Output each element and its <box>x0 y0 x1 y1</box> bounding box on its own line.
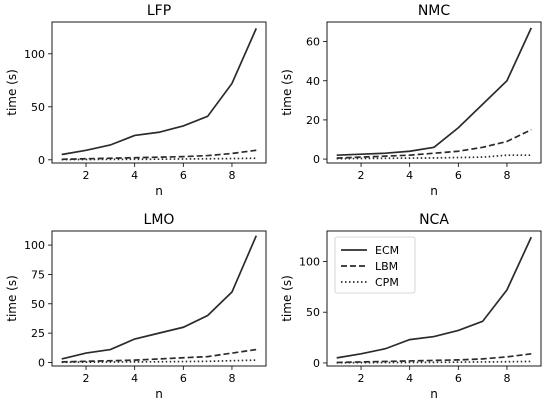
series-line-ecm <box>61 235 258 360</box>
legend-label-cpm: CPM <box>375 276 399 289</box>
y-tick-label: 50 <box>31 101 45 114</box>
y-tick-label: 0 <box>313 357 320 370</box>
x-tick-label: 2 <box>358 372 365 385</box>
y-tick-label: 25 <box>31 327 45 340</box>
series-line-cpm <box>336 154 532 160</box>
x-tick-label: 2 <box>83 372 90 385</box>
y-axis-label: time (s) <box>5 275 19 322</box>
legend-box <box>334 236 416 294</box>
x-tick-label: 4 <box>131 169 138 182</box>
series-line-ecm <box>336 236 533 359</box>
x-tick-label: 2 <box>83 169 90 182</box>
series-line-cpm <box>61 157 257 161</box>
x-tick-label: 8 <box>503 169 510 182</box>
x-tick-label: 4 <box>131 372 138 385</box>
plot-frame <box>51 21 267 164</box>
y-tick-label: 100 <box>24 239 45 252</box>
chart-title: NMC <box>418 3 451 19</box>
y-tick-label: 0 <box>38 154 45 167</box>
x-axis-label: n <box>430 184 438 198</box>
y-tick-label: 0 <box>38 356 45 369</box>
chart-title: NCA <box>419 212 449 228</box>
chart-panel-nca: NCA 2 4 6 8 0 50 100 n time (s) ECM LBM CPM <box>280 212 542 401</box>
x-tick-label: 6 <box>180 372 187 385</box>
x-tick-label: 8 <box>228 372 235 385</box>
legend-label-lbm: LBM <box>375 260 398 273</box>
y-tick-label: 75 <box>31 268 45 281</box>
y-tick-label: 100 <box>299 255 320 268</box>
x-tick-label: 8 <box>228 169 235 182</box>
x-axis-label: n <box>155 387 163 401</box>
legend: ECM LBM CPM <box>334 236 416 294</box>
x-tick-label: 6 <box>455 372 462 385</box>
chart-title: LFP <box>147 3 171 19</box>
y-axis-label: time (s) <box>280 275 294 322</box>
plot-frame <box>326 230 542 367</box>
series-line-lbm <box>336 128 532 159</box>
x-axis-label: n <box>430 387 438 401</box>
chart-panel-lmo: LMO 2 4 6 8 0 25 50 75 100 n time (s) <box>5 212 267 401</box>
chart-panel-nmc: NMC 2 4 6 8 0 20 40 60 n time (s) <box>280 3 542 198</box>
y-tick-label: 50 <box>31 298 45 311</box>
x-tick-label: 6 <box>455 169 462 182</box>
x-tick-label: 8 <box>503 372 510 385</box>
chart-panel-lfp: LFP 2 4 6 8 0 50 100 n time (s) <box>5 3 267 198</box>
x-axis-label: n <box>155 184 163 198</box>
y-tick-label: 50 <box>306 306 320 319</box>
x-tick-label: 4 <box>406 372 413 385</box>
series-line-ecm <box>336 27 533 157</box>
x-tick-label: 6 <box>180 169 187 182</box>
plot-frame <box>326 21 542 164</box>
plot-frame <box>51 230 267 367</box>
x-tick-label: 4 <box>406 169 413 182</box>
x-tick-label: 2 <box>358 169 365 182</box>
series-line-cpm <box>336 360 532 364</box>
series-line-ecm <box>61 28 258 156</box>
series-line-cpm <box>61 359 257 364</box>
y-axis-label: time (s) <box>5 69 19 116</box>
chart-title: LMO <box>144 212 175 228</box>
y-axis-label: time (s) <box>280 69 294 116</box>
y-tick-label: 20 <box>306 114 320 127</box>
series-line-lbm <box>61 149 257 161</box>
y-tick-label: 100 <box>24 48 45 61</box>
series-line-lbm <box>61 348 257 363</box>
y-tick-label: 60 <box>306 36 320 49</box>
y-tick-label: 0 <box>313 153 320 166</box>
y-tick-label: 40 <box>306 75 320 88</box>
legend-label-ecm: ECM <box>375 244 399 257</box>
